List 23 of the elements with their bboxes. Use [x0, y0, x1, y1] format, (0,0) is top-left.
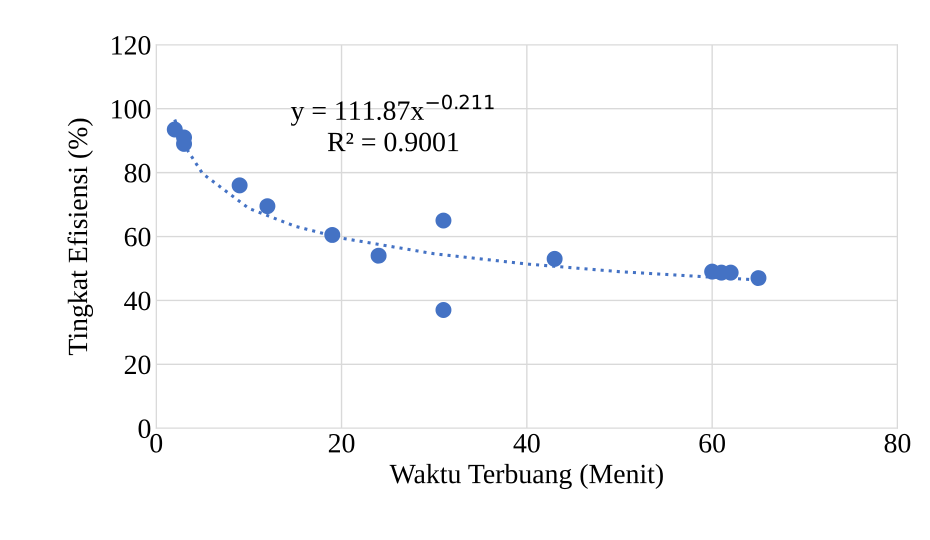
y-tick-label: 0	[138, 419, 150, 438]
point	[435, 212, 452, 229]
point	[750, 270, 766, 286]
x-tick-label: 40	[514, 434, 540, 453]
y-tick-label: 40	[124, 292, 150, 310]
y-tick-label: 100	[112, 100, 150, 119]
annotation: y = 111.87x$^{−0.211}$ R² = 0.9001	[290, 94, 494, 152]
point	[435, 302, 452, 318]
x-tick-label: 20	[328, 434, 354, 453]
x-tick-label: 60	[699, 434, 725, 453]
point	[324, 226, 340, 243]
point	[370, 248, 387, 264]
y-tick-label: 120	[112, 36, 150, 55]
y-tick-label: 60	[124, 228, 150, 246]
y-tick-label: 80	[124, 164, 150, 183]
x-tick-label: 80	[884, 434, 910, 453]
x-axis-title: Waktu Terbuang (Menit)	[390, 464, 663, 490]
y-tick-label: 20	[124, 355, 150, 374]
point	[546, 250, 563, 267]
x-tick-label: 0	[150, 434, 162, 453]
y-axis-title: Tingkat Efisiensi (%)	[67, 118, 94, 356]
point	[232, 177, 248, 194]
point	[259, 198, 276, 214]
